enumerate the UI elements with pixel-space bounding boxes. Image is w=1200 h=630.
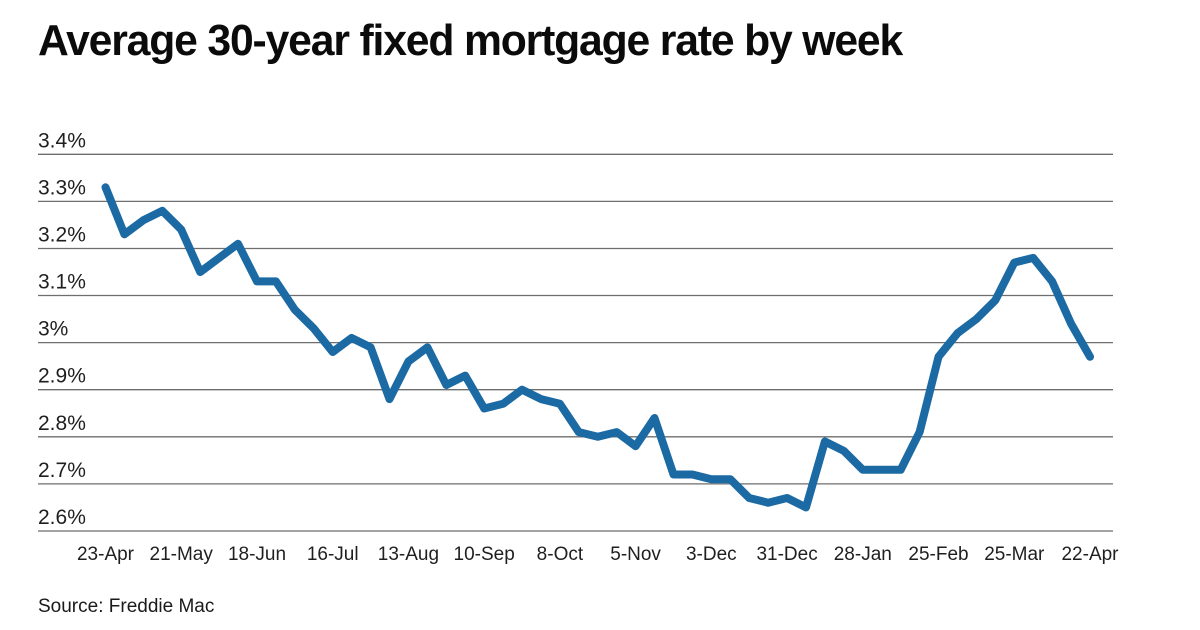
x-axis-tick-label: 25-Mar xyxy=(984,544,1045,565)
y-axis-tick-label: 3.2% xyxy=(38,224,86,247)
x-axis-tick-label: 5-Nov xyxy=(610,544,661,565)
y-axis-tick-label: 3.4% xyxy=(38,129,86,152)
x-axis-tick-label: 8-Oct xyxy=(537,544,584,565)
x-axis-tick-label: 3-Dec xyxy=(686,544,737,565)
x-axis-tick-label: 23-Apr xyxy=(77,544,135,565)
chart-title: Average 30-year fixed mortgage rate by w… xyxy=(38,16,903,65)
y-axis-tick-label: 3% xyxy=(38,318,68,341)
x-axis-tick-label: 28-Jan xyxy=(834,544,892,565)
y-axis-tick-label: 2.6% xyxy=(38,506,86,529)
x-axis-tick-label: 25-Feb xyxy=(908,544,968,565)
y-axis-tick-label: 2.8% xyxy=(38,412,86,435)
x-axis-tick-label: 16-Jul xyxy=(307,544,359,565)
x-axis-tick-label: 22-Apr xyxy=(1061,544,1119,565)
x-axis-tick-label: 31-Dec xyxy=(756,544,817,565)
x-axis-tick-label: 21-May xyxy=(150,544,214,565)
x-axis-tick-label: 10-Sep xyxy=(454,544,515,565)
y-axis-tick-label: 3.1% xyxy=(38,271,86,294)
source-note: Source: Freddie Mac xyxy=(38,596,215,617)
x-axis-tick-label: 18-Jun xyxy=(228,544,286,565)
x-axis-tick-label: 13-Aug xyxy=(378,544,439,565)
rate-line-series xyxy=(101,183,1094,512)
y-axis-tick-label: 2.7% xyxy=(38,459,86,482)
y-axis-tick-label: 2.9% xyxy=(38,365,86,388)
y-axis-tick-label: 3.3% xyxy=(38,176,86,199)
